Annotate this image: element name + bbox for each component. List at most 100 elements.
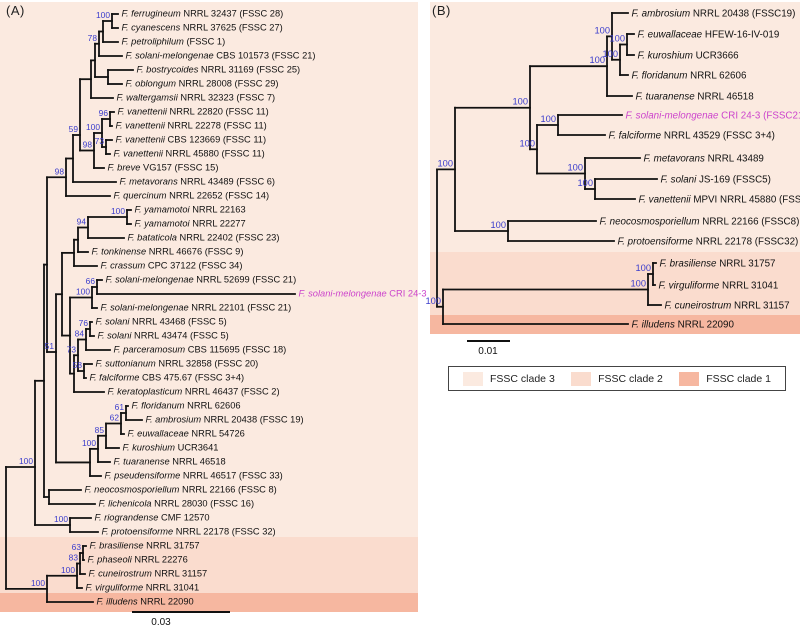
clade-band: [0, 537, 418, 593]
taxon-label: F. keratoplasticum NRRL 46437 (FSSC 2): [108, 387, 280, 397]
taxon-label: F. cuneirostrum NRRL 31157: [89, 569, 208, 579]
taxon-label: F. crassum CPC 37122 (FSSC 34): [101, 261, 243, 271]
taxon-label: F. vanettenii NRRL 22820 (FSSC 11): [118, 107, 269, 117]
taxon-label: F. solani-melongenae NRRL 52699 (FSSC 21…: [106, 275, 297, 285]
scale-bar: [132, 611, 230, 613]
taxon-label: F. riograndense CMF 12570: [95, 513, 210, 523]
support-value: 100: [19, 456, 33, 466]
taxon-label: F. vanettenii CBS 123669 (FSSC 11): [116, 135, 267, 145]
support-value: 100: [490, 220, 506, 230]
taxon-label: F. solani-melongenae CBS 101573 (FSSC 21…: [126, 51, 316, 61]
legend-item-clade2: FSSC clade 2: [571, 371, 663, 386]
taxon-label: F. pseudensiforme NRRL 46517 (FSSC 33): [105, 471, 283, 481]
taxon-label: F. vanettenii NRRL 22278 (FSSC 11): [116, 121, 267, 131]
taxon-label: F. brasiliense NRRL 31757: [90, 541, 200, 551]
taxon-label: F. breve VG157 (FSSC 15): [108, 163, 219, 173]
support-value: 100: [602, 49, 618, 59]
taxon-label: F. parceramosum CBS 115695 (FSSC 18): [114, 345, 287, 355]
taxon-label: F. illudens NRRL 22090: [632, 319, 735, 330]
legend-label: FSSC clade 2: [598, 372, 663, 385]
taxon-label: F. illudens NRRL 22090: [97, 597, 194, 607]
support-value: 100: [589, 55, 605, 65]
support-value: 100: [609, 34, 625, 44]
legend-item-clade1: FSSC clade 1: [679, 371, 771, 386]
support-value: 100: [594, 25, 610, 35]
clade2-swatch: [571, 371, 592, 386]
panel-a-title: (A): [6, 3, 25, 18]
support-value: 61: [115, 402, 125, 412]
taxon-label: F. yamamotoi NRRL 22277: [135, 219, 246, 229]
support-value: 100: [577, 178, 593, 188]
taxon-label: F. neocosmosporiellum NRRL 22166 (FSSC8): [600, 216, 800, 227]
support-value: 100: [519, 138, 535, 148]
support-value: 94: [77, 217, 87, 227]
taxon-label: F. metavorans NRRL 43489: [644, 153, 764, 164]
taxon-label: F. solani-melongenae NRRL 22101 (FSSC 21…: [101, 303, 292, 313]
taxon-label: F. protoensiforme NRRL 22178 (FSSC32): [618, 236, 799, 247]
taxon-label: F. ambrosium NRRL 20438 (FSSC19): [632, 8, 796, 19]
support-value: 98: [55, 166, 65, 176]
support-value: 100: [111, 206, 125, 216]
support-value: 100: [54, 514, 68, 524]
taxon-label: F. virguliforme NRRL 31041: [86, 583, 200, 593]
support-value: 100: [31, 578, 45, 588]
taxon-label: F. bataticola NRRL 22402 (FSSC 23): [128, 233, 280, 243]
taxon-label: F. neocosmosporiellum NRRL 22166 (FSSC 8…: [85, 485, 277, 495]
support-value: 84: [75, 329, 85, 339]
taxon-label: F. solani NRRL 43468 (FSSC 5): [96, 317, 227, 327]
taxon-label: F. quercinum NRRL 22652 (FSSC 14): [114, 191, 270, 201]
taxon-label: F. vanettenii NRRL 45880 (FSSC 11): [114, 149, 265, 159]
support-value: 100: [512, 97, 528, 107]
support-value: 59: [69, 124, 79, 134]
taxon-label: F. brasiliense NRRL 31757: [660, 258, 776, 269]
taxon-label: F. suttonianum NRRL 32858 (FSSC 20): [96, 359, 259, 369]
legend-label: FSSC clade 1: [706, 372, 771, 385]
support-value: 83: [69, 553, 79, 563]
support-value: 63: [72, 542, 82, 552]
support-value: 76: [79, 318, 89, 328]
taxon-label: F. oblongum NRRL 28008 (FSSC 29): [126, 79, 279, 89]
taxon-label: F. metavorans NRRL 43489 (FSSC 6): [120, 177, 276, 187]
panel-b-title: (B): [432, 3, 451, 18]
taxon-label: F. bostrycoides NRRL 31169 (FSSC 25): [137, 65, 301, 75]
support-value: 96: [99, 108, 109, 118]
taxon-label: F. kuroshium UCR3641: [123, 443, 219, 453]
support-value: 100: [635, 263, 651, 273]
clade-band: [0, 2, 418, 537]
support-value: 85: [95, 425, 105, 435]
support-value: 62: [110, 413, 120, 423]
support-value: 100: [567, 163, 583, 173]
taxon-label: F. petroliphilum (FSSC 1): [122, 37, 226, 47]
taxon-label: F. cuneirostrum NRRL 31157: [665, 300, 790, 311]
taxon-label: F. lichenicola NRRL 28030 (FSSC 16): [99, 499, 255, 509]
taxon-label: F. ferrugineum NRRL 32437 (FSSC 28): [122, 9, 284, 19]
taxon-label: F. yamamotoi NRRL 22163: [135, 205, 246, 215]
support-value: 78: [88, 33, 98, 43]
scale-bar-label: 0.01: [478, 346, 498, 357]
taxon-label: F. cyanescens NRRL 37625 (FSSC 27): [122, 23, 283, 33]
taxon-label: F. protoensiforme NRRL 22178 (FSSC 32): [102, 527, 276, 537]
support-value: 51: [45, 341, 55, 351]
support-value: 100: [61, 565, 75, 575]
taxon-label: F. virguliforme NRRL 31041: [659, 280, 779, 291]
support-value: 100: [82, 438, 96, 448]
taxon-label: F. solani-melongenae CRI 24-3: [299, 289, 427, 299]
legend-label: FSSC clade 3: [490, 372, 555, 385]
clade3-swatch: [463, 371, 483, 386]
taxon-label: F. euwallaceae NRRL 54726: [128, 429, 245, 439]
clade-band: [430, 252, 800, 315]
taxon-label: F. solani-melongenae CRI 24-3 (FSSC21): [626, 110, 800, 121]
taxon-label: F. tuaranense NRRL 46518: [636, 91, 755, 102]
scale-bar-label: 0.03: [151, 617, 171, 628]
taxon-label: F. solani JS-169 (FSSC5): [661, 174, 771, 185]
support-value: 98: [83, 140, 93, 150]
support-value: 100: [437, 158, 453, 168]
taxon-label: F. solani NRRL 43474 (FSSC 5): [98, 331, 229, 341]
support-value: 73: [95, 136, 105, 146]
taxon-label: F. phaseoli NRRL 22276: [88, 555, 188, 565]
taxon-label: F. falciforme CBS 475.67 (FSSC 3+4): [90, 373, 245, 383]
support-value: 73: [67, 344, 77, 354]
support-value: 100: [630, 279, 646, 289]
